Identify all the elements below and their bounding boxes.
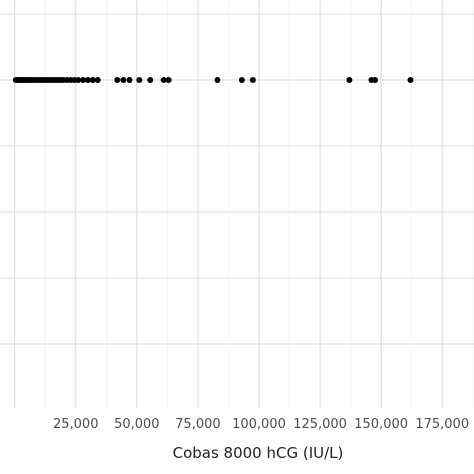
data-point <box>238 77 245 83</box>
x-tick-label: 75,000 <box>175 417 221 432</box>
x-tick-label: 175,000 <box>415 417 469 432</box>
data-point <box>249 77 256 83</box>
data-point <box>126 77 133 83</box>
data-point <box>120 77 127 83</box>
data-point <box>165 77 172 83</box>
data-point <box>147 77 154 83</box>
data-point <box>114 77 121 83</box>
data-point <box>94 77 101 83</box>
data-point <box>84 77 91 83</box>
data-point <box>372 77 379 83</box>
x-tick-label: 25,000 <box>53 417 99 432</box>
plot-background <box>0 0 474 408</box>
x-tick-label: 125,000 <box>293 417 347 432</box>
data-point <box>407 77 414 83</box>
x-tick-label: 100,000 <box>232 417 286 432</box>
data-point <box>75 77 82 83</box>
x-tick-labels: 25,000 50,000 75,000 100,000 125,000 150,000 1… <box>53 417 469 432</box>
data-point <box>214 77 221 83</box>
x-tick-label: 50,000 <box>114 417 160 432</box>
data-point <box>160 77 167 83</box>
x-tick-label: 150,000 <box>354 417 408 432</box>
data-point <box>80 77 87 83</box>
data-point <box>346 77 353 83</box>
grid-lines <box>0 0 474 408</box>
data-point <box>136 77 143 83</box>
data-points <box>12 77 414 83</box>
data-point <box>89 77 96 83</box>
x-axis-title: Cobas 8000 hCG (IU/L) <box>173 444 344 462</box>
